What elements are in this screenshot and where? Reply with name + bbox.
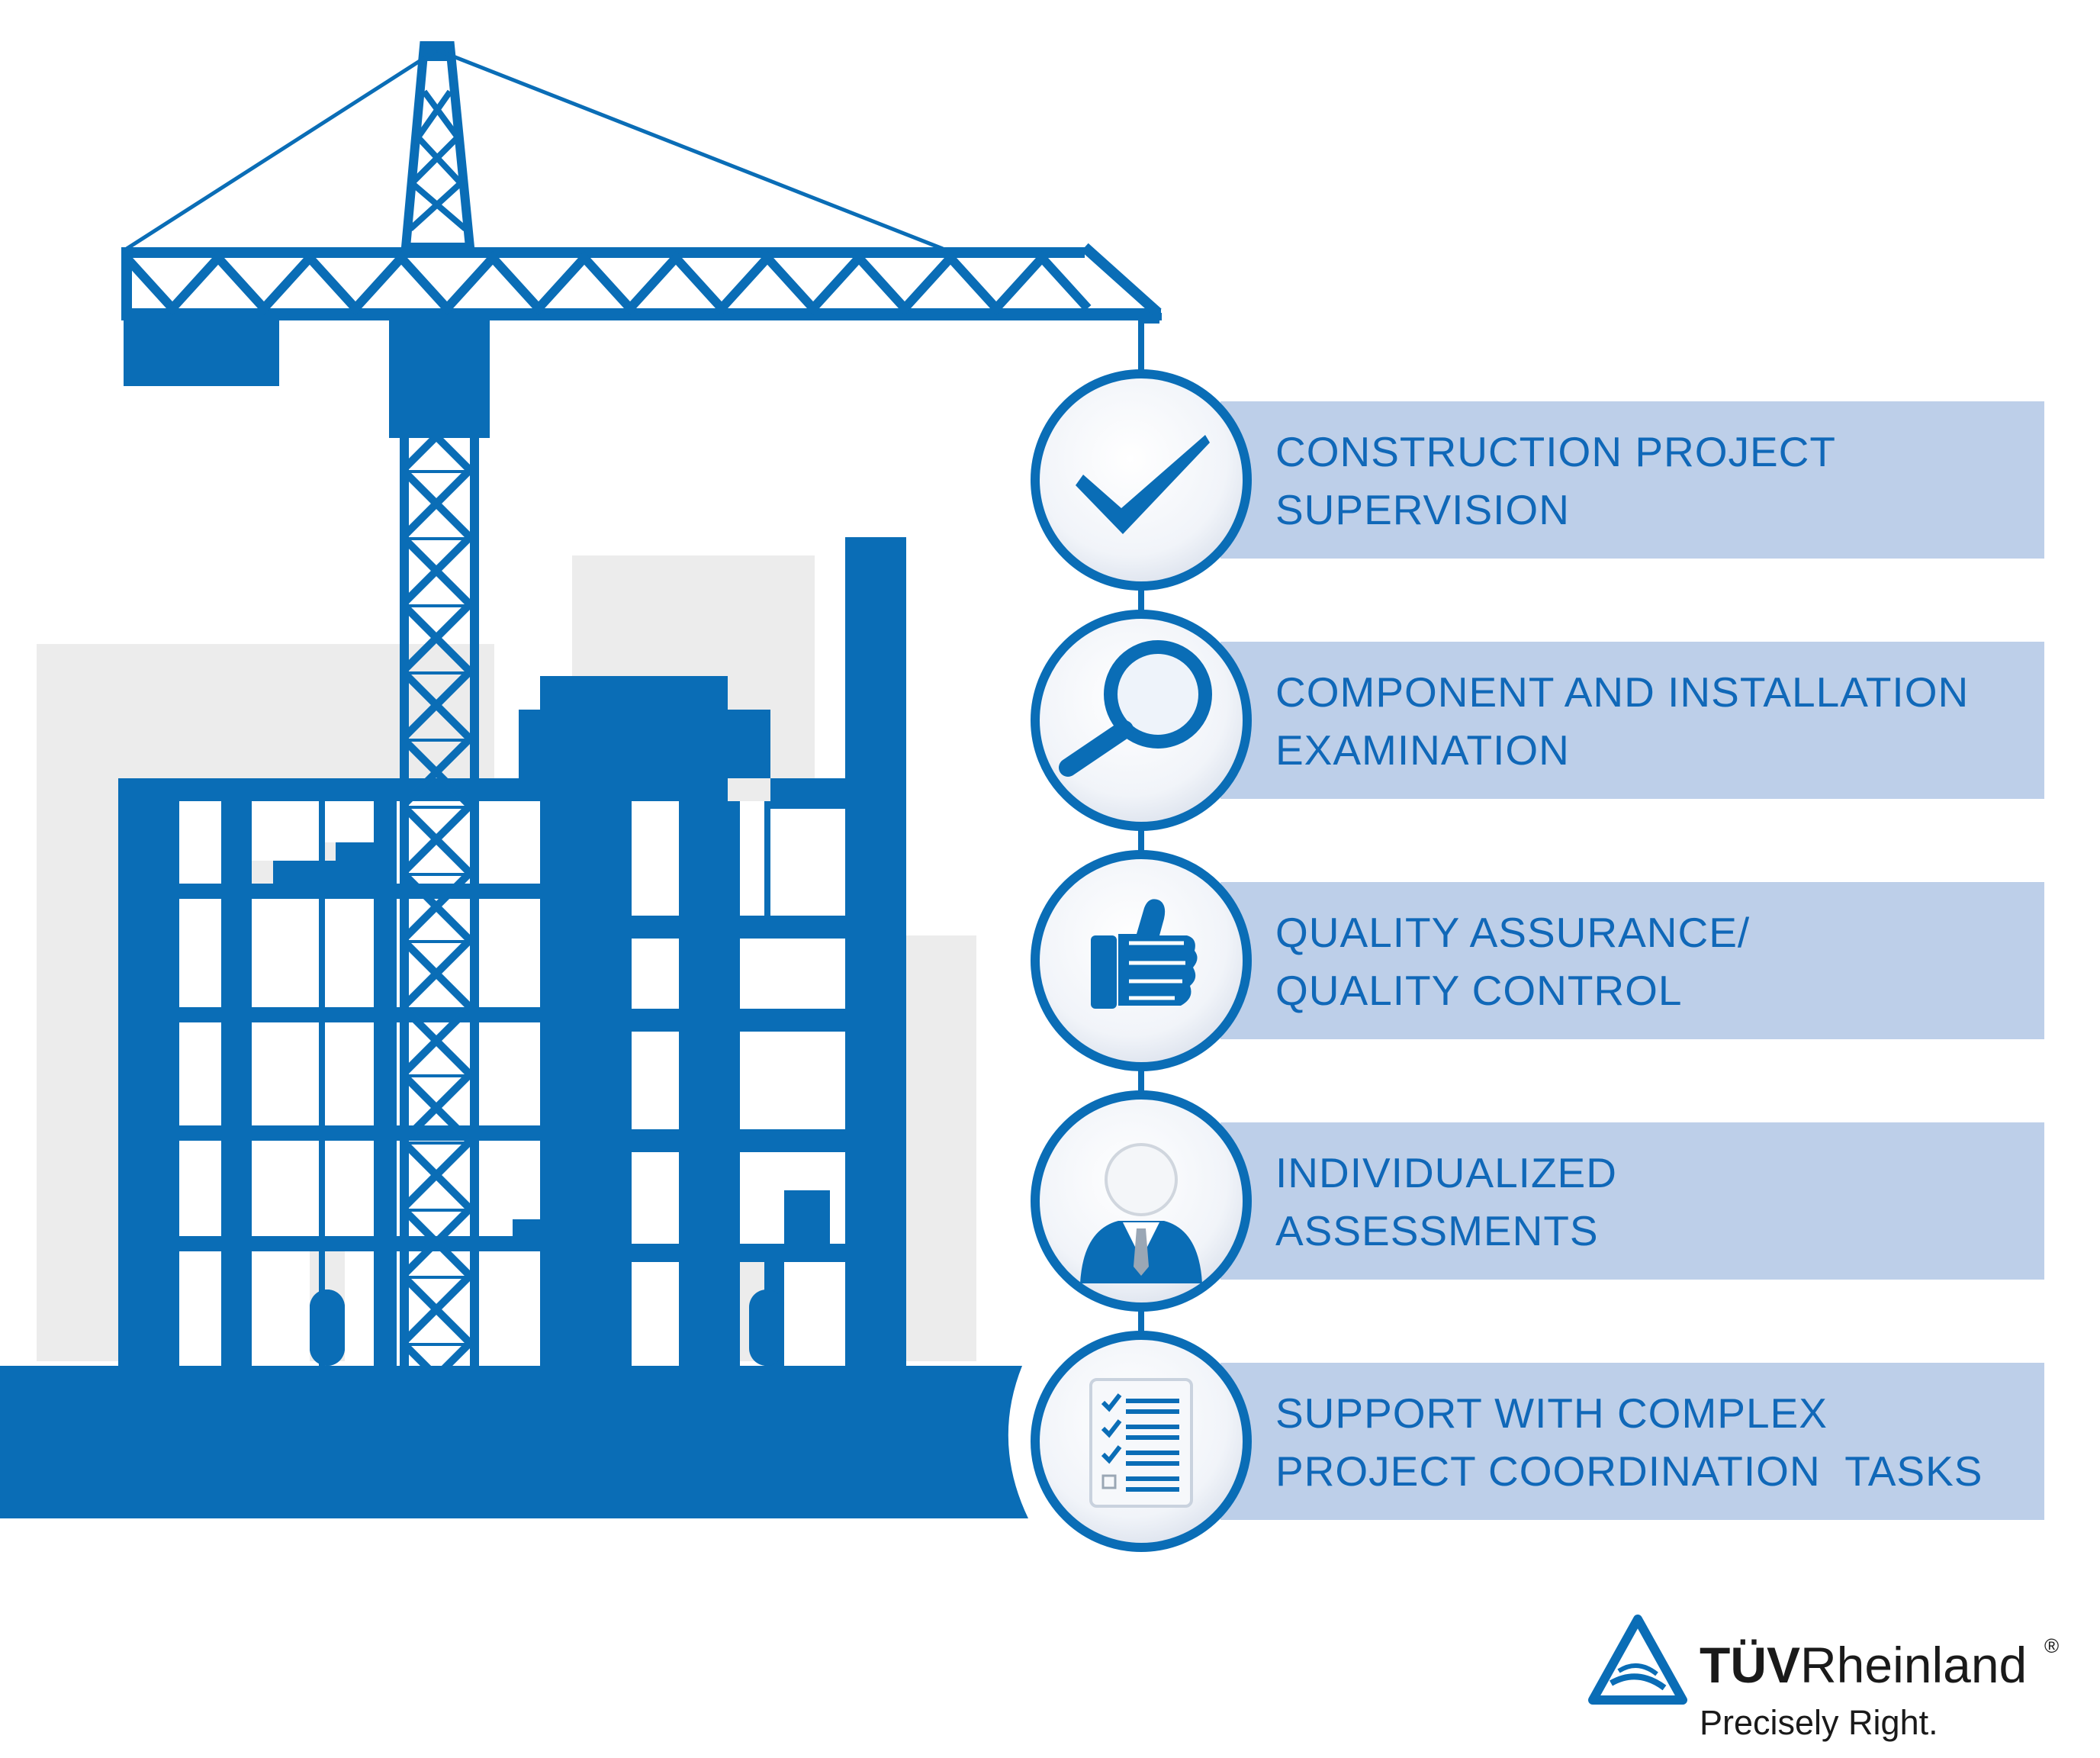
registered-mark: ® [2044,1634,2060,1657]
service-band-1 [1220,401,2044,559]
service-label-5-line1: SUPPORT WITH COMPLEX [1275,1389,1828,1437]
service-label-5-line2: PROJECT COORDINATION TASKS [1275,1447,1983,1495]
tuv-triangle-logo-icon [1588,1615,1687,1705]
tower-crane [121,41,1162,1366]
service-label-3-line1: QUALITY ASSURANCE/ [1275,909,1751,956]
service-label-4-line2: ASSESSMENTS [1275,1207,1599,1254]
ground-base [0,1366,1028,1518]
service-label-1-line2: SUPERVISION [1275,486,1570,533]
service-label-1-line1: CONSTRUCTION PROJECT [1275,428,1836,475]
checklist-icon [1031,1331,1252,1552]
brand-regular: Rheinland [1800,1637,2028,1693]
service-band-3 [1220,882,2044,1039]
service-label-2-line1: COMPONENT AND INSTALLATION [1275,668,1970,716]
service-label-1: CONSTRUCTION PROJECT SUPERVISION [1275,423,2069,539]
service-band-5 [1220,1363,2044,1520]
thumbs-up-icon [1031,850,1252,1071]
service-band-4 [1220,1122,2044,1280]
brand-bold: TÜV [1700,1637,1800,1693]
service-label-3: QUALITY ASSURANCE/ QUALITY CONTROL [1275,903,2069,1019]
tuv-rheinland-wordmark: TÜVRheinland [1700,1636,2027,1694]
service-label-2-line2: EXAMINATION [1275,726,1570,774]
checkmark-icon [1031,369,1252,591]
service-label-2: COMPONENT AND INSTALLATION EXAMINATION [1275,663,2069,779]
service-label-5: SUPPORT WITH COMPLEX PROJECT COORDINATIO… [1275,1384,2069,1500]
magnifier-icon [1031,610,1252,831]
logo-tagline: Precisely Right. [1700,1703,1938,1742]
service-band-2 [1220,642,2044,799]
service-label-4-line1: INDIVIDUALIZED [1275,1149,1617,1196]
person-icon [1031,1090,1252,1312]
service-label-3-line2: QUALITY CONTROL [1275,967,1683,1014]
service-label-4: INDIVIDUALIZED ASSESSMENTS [1275,1144,2069,1260]
